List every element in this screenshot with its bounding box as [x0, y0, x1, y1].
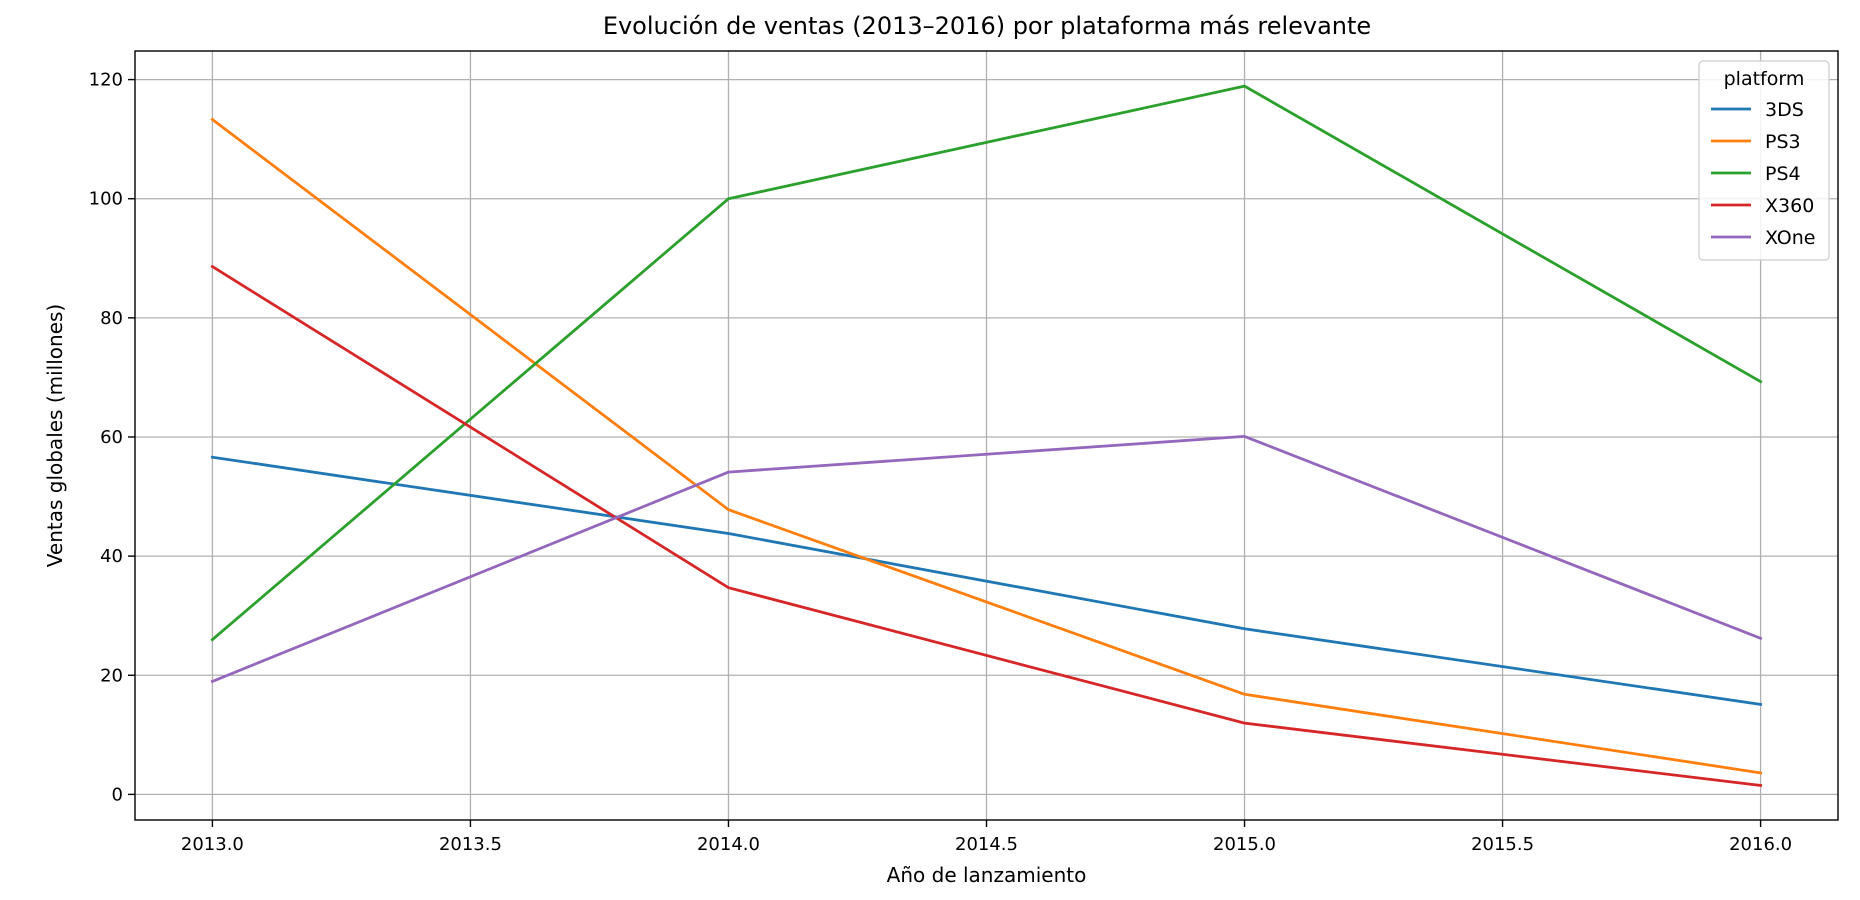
series-line-xone [210, 434, 1763, 684]
x-tick-label: 2014.0 [697, 834, 760, 855]
series-lines [210, 84, 1763, 788]
legend-item-x360: X360 [1711, 195, 1814, 217]
legend-box [1698, 60, 1830, 261]
y-tick-label: 0 [112, 784, 123, 805]
x-axis-label: Año de lanzamiento [887, 863, 1087, 887]
x-tick-label: 2013.0 [181, 834, 244, 855]
y-tick-label: 120 [89, 70, 123, 91]
x-tick-label: 2015.5 [1471, 834, 1534, 855]
x-tick-label: 2014.5 [955, 834, 1018, 855]
series-line-ps3 [210, 117, 1763, 775]
series-line-ps4 [210, 84, 1763, 642]
y-tick-label: 60 [100, 427, 123, 448]
x-tick-label: 2016.0 [1729, 834, 1792, 855]
legend-label: X360 [1765, 195, 1814, 217]
chart-title: Evolución de ventas (2013–2016) por plat… [603, 12, 1371, 40]
legend-item-ps3: PS3 [1711, 131, 1801, 153]
y-axis: 0 20 40 60 80 100 120 [89, 70, 135, 805]
legend-item-ps4: PS4 [1711, 163, 1801, 185]
legend-label: XOne [1765, 227, 1816, 249]
y-axis-label: Ventas globales (millones) [43, 304, 67, 567]
legend-label: 3DS [1765, 99, 1804, 121]
x-tick-label: 2015.0 [1213, 834, 1276, 855]
y-tick-label: 80 [100, 308, 123, 329]
legend-title: platform [1724, 68, 1805, 90]
legend: platform 3DS PS3 PS4 X360 XOne [1698, 60, 1830, 261]
legend-label: PS3 [1765, 131, 1801, 153]
grid [135, 51, 1838, 820]
series-line-3ds [210, 455, 1763, 706]
series-line-x360 [210, 264, 1763, 788]
legend-items: 3DS PS3 PS4 X360 XOne [1711, 99, 1816, 249]
legend-item-xone: XOne [1711, 227, 1816, 249]
x-axis: 2013.0 2013.5 2014.0 2014.5 2015.0 2015.5 2016… [181, 820, 1792, 855]
y-tick-label: 40 [100, 546, 123, 567]
x-tick-label: 2013.5 [439, 834, 502, 855]
legend-item-3ds: 3DS [1711, 99, 1804, 121]
y-tick-label: 20 [100, 665, 123, 686]
y-tick-label: 100 [89, 189, 123, 210]
legend-label: PS4 [1765, 163, 1801, 185]
